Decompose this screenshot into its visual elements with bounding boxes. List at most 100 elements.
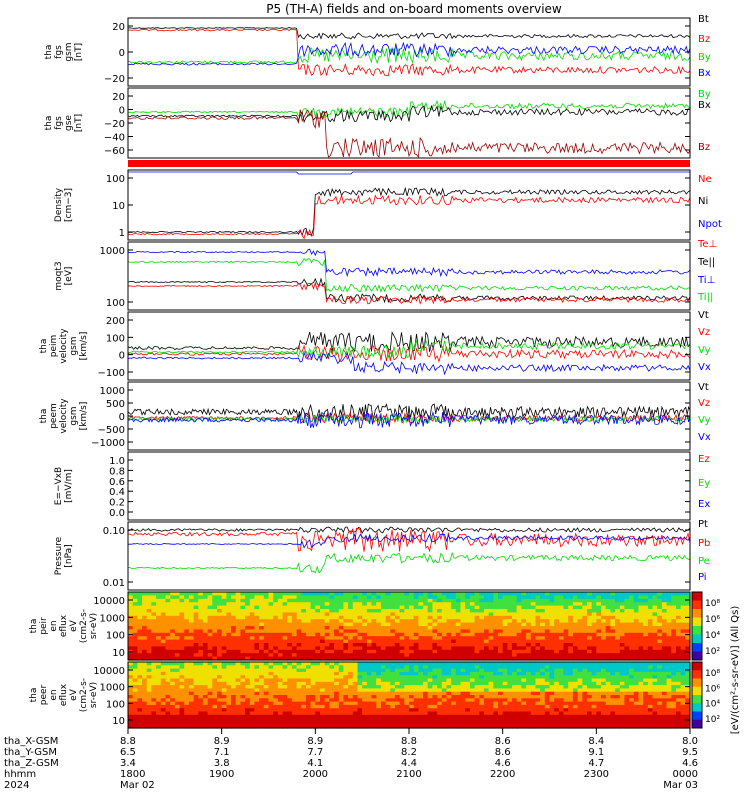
heatmap-cell [320,656,326,661]
heatmap-cell [469,704,476,709]
heatmap-cell [624,653,630,658]
heatmap-cell [544,602,551,607]
heatmap-cell [418,598,424,603]
heatmap-cell [587,598,593,603]
heatmap-cell [554,662,560,666]
heatmap-cell [306,656,312,661]
heatmap-cell [277,668,284,673]
heatmap-cell [217,698,223,703]
heatmap-cell [507,605,513,610]
heatmap-cell [657,691,663,696]
heatmap-cell [235,681,241,686]
heatmap-cell [657,632,663,637]
heatmap-cell [357,592,363,596]
heatmap-cell [479,708,485,713]
heatmap-cell [638,665,644,670]
y-axis-label: (cm2-s- [79,609,89,643]
heatmap-cell [643,714,649,719]
heatmap-cell [296,612,302,617]
heatmap-cell [624,609,630,613]
heatmap-cell [231,602,237,607]
heatmap-cell [282,653,288,658]
heatmap-cell [315,639,321,644]
heatmap-cell [423,668,429,673]
heatmap-cell [320,688,326,693]
heatmap-cell [507,678,513,683]
heatmap-cell [540,681,546,686]
heatmap-cell [334,592,340,596]
heatmap-cell [315,656,321,661]
heatmap-cell [610,595,616,600]
heatmap-cell [268,629,274,634]
heatmap-cell [193,665,199,670]
heatmap-cell [399,704,405,709]
heatmap-cell [128,612,134,617]
heatmap-cell [549,688,555,693]
heatmap-cell [587,665,593,670]
heatmap-cell [418,685,424,689]
heatmap-cell [282,678,288,683]
heatmap-cell [418,668,424,673]
heatmap-cell [460,685,466,689]
heatmap-cell [343,646,349,651]
heatmap-cell [306,649,312,654]
heatmap-cell [512,681,518,686]
heatmap-cell [366,656,373,661]
heatmap-cell [352,721,359,726]
heatmap-cell [540,671,546,676]
heatmap-cell [619,685,626,689]
heatmap-cell [460,626,466,630]
heatmap-cell [619,714,626,719]
heatmap-cell [315,619,321,624]
heatmap-cell [338,626,345,630]
heatmap-cell [432,609,438,613]
heatmap-cell [399,691,405,696]
heatmap-cell [404,665,410,670]
heatmap-cell [296,615,302,620]
heatmap-cell [329,643,335,647]
heatmap-cell [357,612,363,617]
heatmap-cell [441,678,448,683]
heatmap-cell [652,595,658,600]
heatmap-cell [657,714,663,719]
heatmap-cell [498,609,504,613]
heatmap-cell [418,626,424,630]
heatmap-cell [296,678,302,683]
heatmap-cell [666,619,672,624]
heatmap-cell [287,609,293,613]
heatmap-cell [137,592,143,596]
heatmap-cell [601,592,607,596]
heatmap-cell [212,701,218,706]
heatmap-cell [441,653,448,658]
heatmap-cell [231,646,237,651]
heatmap-cell [661,653,668,658]
heatmap-cell [235,612,241,617]
heatmap-cell [240,695,246,699]
heatmap-cell [287,714,293,719]
heatmap-cell [306,695,312,699]
heatmap-cell [156,629,162,634]
heatmap-cell [671,711,677,716]
heatmap-cell [380,691,387,696]
series-line [128,171,690,175]
heatmap-cell [212,646,218,651]
heatmap-cell [301,605,307,610]
heatmap-cell [151,724,157,729]
heatmap-cell [479,668,485,673]
heatmap-cell [366,668,373,673]
heatmap-cell [680,592,686,596]
heatmap-cell [657,646,663,651]
heatmap-cell [170,612,176,617]
heatmap-cell [156,646,162,651]
heatmap-cell [540,649,546,654]
heatmap-cell [315,708,321,713]
heatmap-cell [170,595,176,600]
heatmap-cell [493,612,499,617]
heatmap-cell [554,668,560,673]
heatmap-cell [357,691,363,696]
heatmap-cell [221,662,227,666]
heatmap-cell [666,678,672,683]
heatmap-cell [437,721,443,726]
heatmap-cell [268,619,274,624]
heatmap-cell [404,629,410,634]
